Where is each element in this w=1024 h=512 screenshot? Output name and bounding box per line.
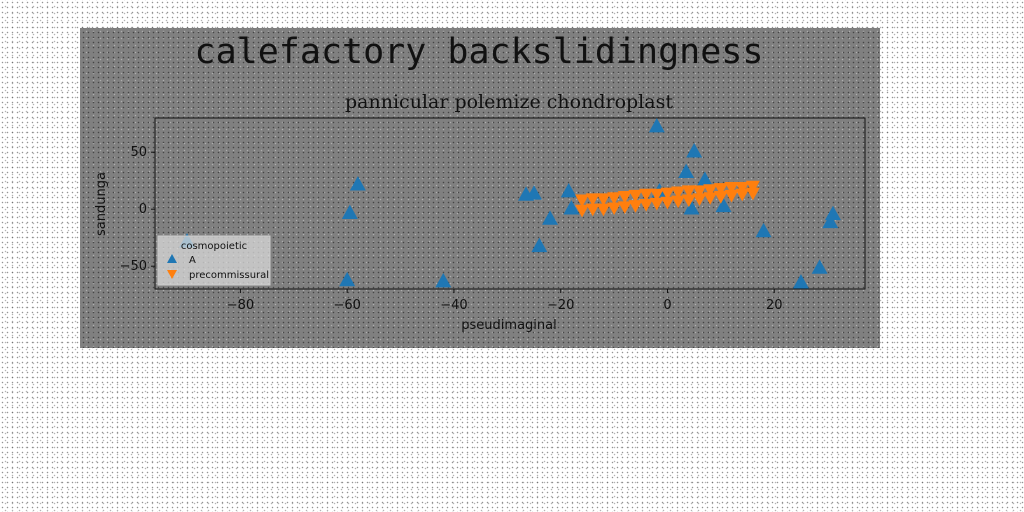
scatter-point-series-precommissural [713,183,728,196]
scatter-point-series-a [755,222,772,238]
legend-label: A [189,255,196,266]
scatter-point-series-a [526,185,543,200]
scatter-point-series-precommissural [649,188,664,202]
chart-figure: calefactory backslidingness pannicular p… [80,28,880,348]
scatter-point-series-precommissural [575,194,590,208]
y-axis-label: sandunga [94,172,109,236]
scatter-point-series-precommissural [660,196,675,210]
legend-marker [167,254,177,263]
scatter-point-series-precommissural [617,191,632,204]
x-tick-label: −20 [547,298,574,313]
x-tick-label: −40 [440,298,467,313]
legend-box [157,235,271,286]
scatter-point-series-precommissural [671,186,686,200]
scatter-point-series-precommissural [639,188,654,202]
scatter-point-series-a [715,197,732,213]
y-tick-label: 0 [139,202,147,217]
scatter-point-series-a [792,274,809,289]
marks-group [179,117,841,289]
scatter-point-series-precommissural [735,181,750,195]
chart-svg: calefactory backslidingness pannicular p… [94,32,866,333]
scatter-point-series-precommissural [596,203,611,217]
scatter-point-series-precommissural [639,199,654,212]
scatter-point-series-precommissural [596,193,611,206]
scatter-point-series-precommissural [607,202,622,216]
x-axis-label: pseudimaginal [461,318,556,333]
scatter-point-series-a [696,171,713,186]
scatter-point-series-precommissural [671,195,686,209]
scatter-point-series-precommissural [692,193,707,206]
plot-frame [154,117,866,290]
scatter-point-series-a [531,237,548,253]
scatter-point-series-precommissural [724,181,739,195]
scatter-point-series-a [542,210,559,225]
scatter-point-series-precommissural [628,200,643,213]
legend-marker [167,270,177,279]
legend-label: precommissural [189,270,269,281]
scatter-point-series-precommissural [681,185,696,198]
scatter-point-series-precommissural [660,187,675,201]
scatter-point-series-a [339,271,356,287]
scatter-point-series-precommissural [617,201,632,214]
scatter-point-series-a [341,204,358,220]
scatter-point-series-a [563,200,580,215]
scatter-point-series-precommissural [681,194,696,208]
scatter-point-series-precommissural [735,188,750,202]
y-tick-label: 50 [130,145,147,160]
scatter-point-series-a [683,200,700,215]
scatter-point-series-precommissural [703,184,718,197]
chart-title: pannicular polemize chondroplast [345,91,673,113]
scatter-point-series-precommissural [724,189,739,203]
x-tick-label: 0 [663,298,671,313]
scatter-point-series-precommissural [703,192,718,205]
scatter-point-series-precommissural [585,193,600,206]
scatter-point-series-precommissural [628,189,643,203]
scatter-point-series-precommissural [575,204,590,218]
scatter-point-series-precommissural [745,187,760,201]
scatter-point-series-a [822,213,839,229]
scatter-point-series-a [678,163,695,178]
scatter-point-series-precommissural [692,185,707,198]
chart-suptitle: calefactory backslidingness [195,32,764,72]
tick-group: −80 −60 −40 −20 0 20 −50 0 50 [120,145,783,313]
scatter-point-series-precommissural [713,191,728,204]
legend-title: cosmopoietic [181,241,247,252]
scatter-point-series-a [686,143,703,158]
y-tick-label: −50 [120,259,147,274]
scatter-point-series-a [811,259,828,274]
scatter-point-series-a [648,117,665,133]
scatter-point-series-precommissural [745,180,760,194]
scatter-point-series-precommissural [607,192,622,205]
scatter-point-series-a [824,205,841,221]
scatter-point-series-a [349,176,366,191]
x-tick-label: −80 [227,298,254,313]
scatter-point-series-precommissural [585,203,600,217]
scatter-point-series-a [560,182,577,198]
x-tick-label: −60 [333,298,360,313]
scatter-point-series-a [435,273,452,288]
x-tick-label: 20 [766,298,783,313]
scatter-point-series-precommissural [649,197,664,211]
